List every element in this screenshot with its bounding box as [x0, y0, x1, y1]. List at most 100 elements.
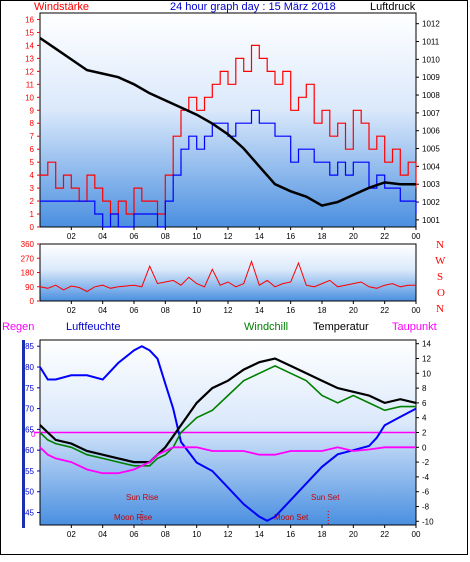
- temp-y-label--2: -2: [422, 458, 430, 467]
- direction-label-o: O: [437, 287, 445, 299]
- temp-y-label--10: -10: [422, 517, 434, 526]
- wind-x-label-04: 04: [98, 232, 107, 241]
- wind-y-label-5: 5: [30, 158, 35, 167]
- wind-y-label-3: 3: [30, 184, 35, 193]
- pressure-y-label-1010: 1010: [422, 55, 440, 64]
- wind-x-label-06: 06: [130, 232, 139, 241]
- wind-y-label-7: 7: [30, 132, 35, 141]
- wind-y-label-4: 4: [30, 171, 35, 180]
- wind-y-label-14: 14: [25, 41, 34, 50]
- header-title: 24 hour graph day : 15 März 2018: [170, 1, 336, 13]
- wind-average-line: [40, 109, 417, 228]
- wind-gust-line: [40, 44, 417, 215]
- temp-y-label--4: -4: [422, 473, 430, 482]
- temp-y-label--6: -6: [422, 488, 430, 497]
- direction-x-label-02: 02: [67, 306, 76, 315]
- pressure-y-label-1009: 1009: [422, 73, 440, 82]
- dewpoint-label: Taupunkt: [392, 321, 437, 333]
- header-left-label: Windstärke: [34, 1, 89, 13]
- direction-x-label-08: 08: [161, 306, 170, 315]
- temperature-line: [39, 357, 417, 464]
- wind-y-label-15: 15: [25, 28, 34, 37]
- direction-y-label-90: 90: [25, 283, 34, 292]
- moon-rise-annotation: Moon Rise: [114, 513, 153, 522]
- direction-x-label-16: 16: [286, 306, 295, 315]
- direction-x-label-14: 14: [255, 306, 264, 315]
- pressure-y-label-1006: 1006: [422, 127, 440, 136]
- temp-y-label-4: 4: [422, 414, 427, 423]
- humidity-label: Luftfeuchte: [66, 321, 120, 333]
- wind-x-label-18: 18: [318, 232, 327, 241]
- wind-y-label-1: 1: [30, 210, 35, 219]
- temp-x-label-12: 12: [224, 530, 233, 539]
- rain-zero-label: 0: [31, 430, 36, 439]
- direction-x-label-10: 10: [192, 306, 201, 315]
- pressure-y-label-1007: 1007: [422, 109, 440, 118]
- humidity-y-label-45: 45: [25, 509, 34, 518]
- temp-y-label-0: 0: [422, 443, 427, 452]
- direction-y-label-0: 0: [30, 297, 35, 306]
- humidity-y-label-85: 85: [25, 342, 34, 351]
- wind-y-label-12: 12: [25, 67, 34, 76]
- wind-pressure-plot-area: [39, 12, 417, 228]
- wind-y-label-10: 10: [25, 93, 34, 102]
- humidity-y-label-50: 50: [25, 488, 34, 497]
- wind-y-label-9: 9: [30, 106, 35, 115]
- pressure-y-label-1003: 1003: [422, 180, 440, 189]
- sun-set-annotation: Sun Set: [311, 493, 340, 502]
- wind-x-label-16: 16: [286, 232, 295, 241]
- wind-x-label-12: 12: [224, 232, 233, 241]
- wind-y-label-6: 6: [30, 145, 35, 154]
- wind-y-label-16: 16: [25, 15, 34, 24]
- direction-x-label-06: 06: [130, 306, 139, 315]
- wind-y-label-8: 8: [30, 119, 35, 128]
- wind-direction-plot-area: [39, 243, 417, 302]
- wind-x-label-14: 14: [255, 232, 264, 241]
- humidity-y-label-60: 60: [25, 446, 34, 455]
- temp-x-label-22: 22: [380, 530, 389, 539]
- wind-x-label-20: 20: [349, 232, 358, 241]
- wind-y-label-0: 0: [30, 223, 35, 232]
- wind-direction-line: [39, 259, 416, 293]
- pressure-line: [39, 36, 416, 207]
- temperature-label: Temperatur: [313, 321, 369, 333]
- moon-set-annotation: Moon Set: [274, 513, 309, 522]
- humidity-y-label-55: 55: [25, 467, 34, 476]
- direction-x-label-12: 12: [224, 306, 233, 315]
- wind-y-label-2: 2: [30, 197, 35, 206]
- sun-rise-annotation: Sun Rise: [126, 493, 159, 502]
- temp-y-label-12: 12: [422, 355, 431, 364]
- windchill-line: [39, 365, 416, 467]
- pressure-y-label-1002: 1002: [422, 198, 440, 207]
- temp-x-label-20: 20: [349, 530, 358, 539]
- temp-x-label-08: 08: [161, 530, 170, 539]
- temp-y-label-8: 8: [422, 384, 427, 393]
- temp-y-label--8: -8: [422, 503, 430, 512]
- wind-x-label-00: 00: [412, 232, 421, 241]
- direction-y-label-180: 180: [21, 269, 35, 278]
- direction-y-label-270: 270: [21, 254, 35, 263]
- temp-y-label-10: 10: [422, 369, 431, 378]
- temp-x-label-18: 18: [318, 530, 327, 539]
- windchill-label: Windchill: [244, 321, 288, 333]
- humidity-y-label-75: 75: [25, 384, 34, 393]
- rain-axis-bar: [22, 340, 25, 528]
- temp-x-label-02: 02: [67, 530, 76, 539]
- temp-x-label-14: 14: [255, 530, 264, 539]
- direction-x-label-22: 22: [380, 306, 389, 315]
- direction-x-label-20: 20: [349, 306, 358, 315]
- direction-y-label-360: 360: [21, 240, 35, 249]
- pressure-y-label-1008: 1008: [422, 91, 440, 100]
- temp-x-label-10: 10: [192, 530, 201, 539]
- rain-label: Regen: [2, 321, 34, 333]
- pressure-y-label-1012: 1012: [422, 20, 440, 29]
- direction-x-label-18: 18: [318, 306, 327, 315]
- temp-x-label-06: 06: [130, 530, 139, 539]
- direction-label-n-top: N: [436, 239, 444, 251]
- direction-label-w: W: [435, 255, 446, 267]
- temp-y-label-6: 6: [422, 399, 427, 408]
- chart-marks: 0123456789101112131415161001100210031004…: [21, 15, 441, 539]
- direction-x-label-04: 04: [98, 306, 107, 315]
- header-right-label: Luftdruck: [370, 1, 416, 13]
